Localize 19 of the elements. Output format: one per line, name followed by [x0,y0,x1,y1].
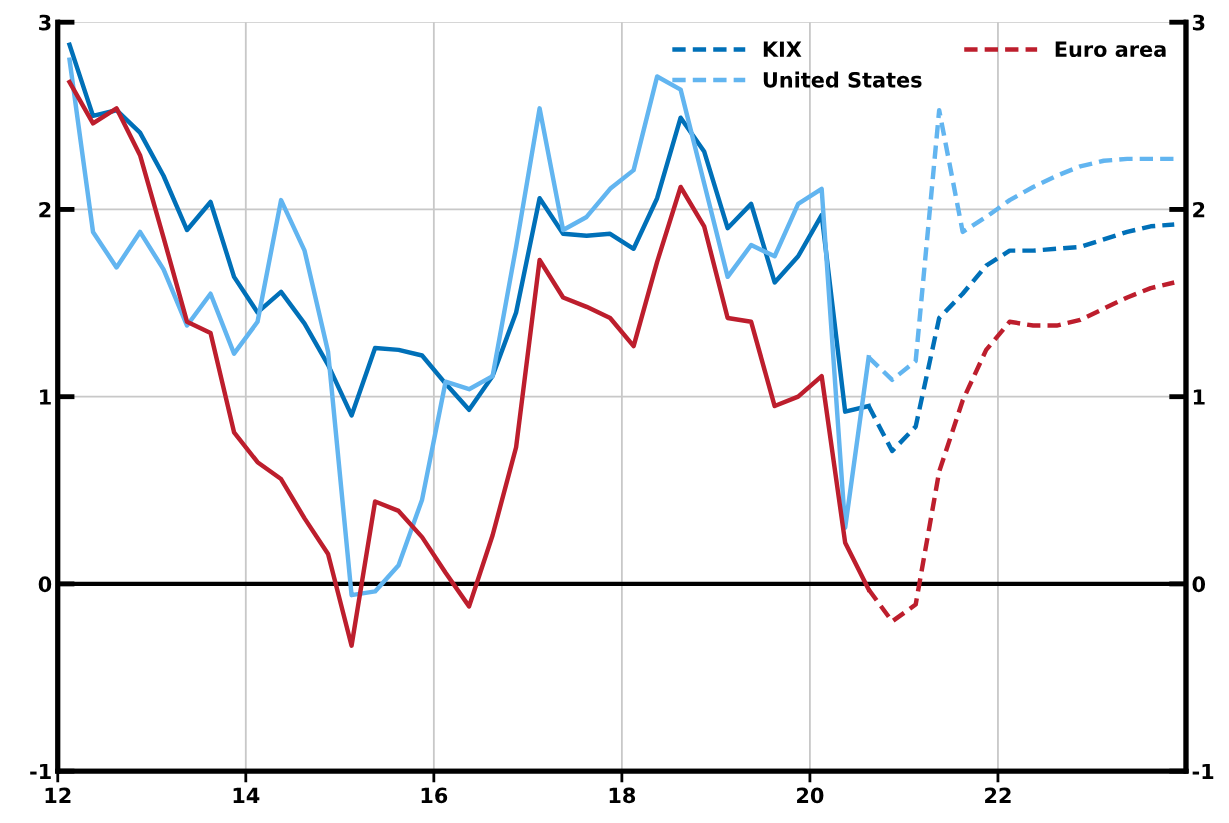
y-tick-label: 2 [39,201,51,218]
x-tick-label: 22 [985,787,1011,803]
x-tick-label: 18 [609,787,636,804]
y2-tick-label: -1 [1192,763,1214,780]
x-tick-label: 20 [797,787,824,804]
y-tick-label: 3 [39,14,51,31]
y-tick-label: 1 [40,389,51,405]
y2-tick-label: 2 [1193,201,1205,218]
x-tick-label: 12 [45,787,71,803]
legend-label: KIX [763,41,802,57]
legend-label: Euro area [1055,41,1166,58]
y2-tick-label: 1 [1193,389,1205,405]
x-tick-label: 16 [421,787,448,804]
y-tick-label: -1 [30,763,51,780]
legend-label: United States [763,71,922,88]
y-tick-label: 0 [38,576,52,593]
y2-tick-label: 3 [1192,14,1205,31]
y2-tick-label: 0 [1192,576,1206,593]
x-tick-label: 14 [233,787,260,803]
